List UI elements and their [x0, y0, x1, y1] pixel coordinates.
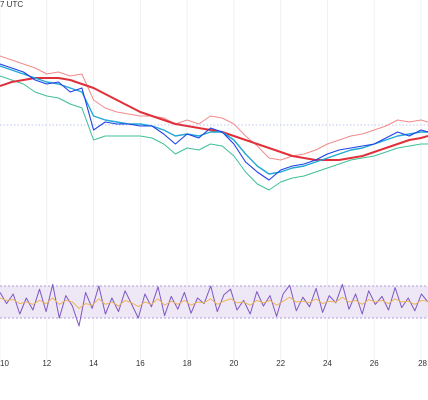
chart-header-label: 7 UTC: [0, 0, 24, 9]
series-ma-fast: [0, 65, 428, 175]
x-tick-label: 18: [183, 359, 192, 368]
x-tick-label: 24: [323, 359, 332, 368]
series-ma-slow: [0, 77, 428, 161]
series-rsi: [0, 283, 428, 327]
x-tick-label: 12: [42, 359, 51, 368]
x-tick-label: 22: [276, 359, 285, 368]
price-panel: [0, 55, 428, 191]
series-band-lower: [0, 75, 428, 191]
x-tick-label: 28: [418, 359, 427, 368]
x-tick-label: 16: [136, 359, 145, 368]
series-price: [0, 63, 428, 181]
x-tick-label: 14: [89, 359, 98, 368]
oscillator-panel: [0, 283, 428, 327]
x-tick-label: 26: [370, 359, 379, 368]
x-axis: 10 12 14 16 18 20 22 24 26 28: [0, 359, 428, 368]
series-signal: [0, 296, 428, 309]
x-tick-label: 20: [229, 359, 238, 368]
x-tick-label: 10: [0, 359, 9, 368]
series-band-upper: [0, 55, 428, 161]
